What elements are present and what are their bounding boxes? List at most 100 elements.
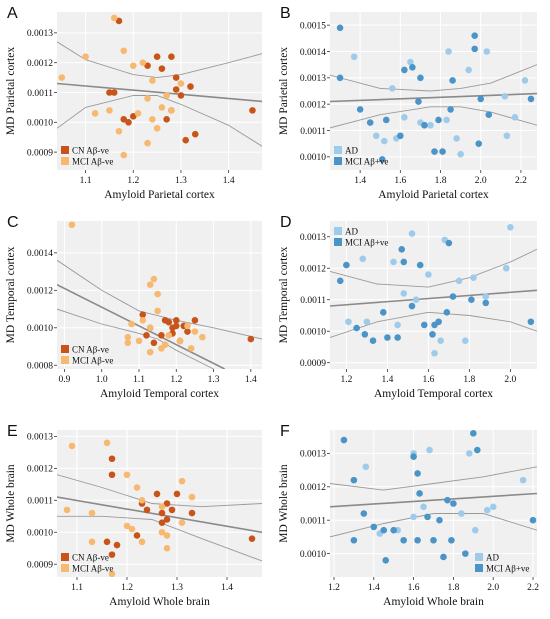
data-point	[527, 95, 535, 103]
y-tick-label: 0.0013	[300, 233, 326, 243]
data-point	[178, 519, 186, 526]
y-tick-label: 0.0010	[27, 529, 53, 539]
data-point	[165, 331, 173, 339]
y-axis-label: MD Parietal cortex	[278, 47, 290, 135]
data-point	[161, 341, 169, 348]
x-tick-label: 1.4	[223, 176, 235, 186]
data-point	[82, 53, 89, 61]
data-point	[397, 132, 404, 140]
data-point	[390, 526, 397, 534]
data-point	[356, 106, 364, 113]
legend-label: MCI Aβ+ve	[345, 238, 388, 248]
ci-upper-line	[57, 259, 262, 340]
data-point	[135, 337, 143, 345]
y-tick-label: 0.0014	[27, 249, 53, 259]
ci-lower-line	[330, 513, 537, 538]
data-point	[172, 86, 180, 93]
data-point	[168, 53, 175, 61]
data-point	[407, 58, 414, 66]
x-tick-label: 1.8	[447, 583, 459, 593]
data-point	[144, 62, 151, 69]
data-point	[429, 331, 436, 338]
data-point	[120, 151, 128, 159]
panel-e: 1.1 1.2 1.3 1.4 0.0009 0.0010 0.0011 0.0012 0.00…	[5, 423, 262, 608]
data-point	[106, 89, 113, 96]
data-point	[88, 509, 96, 517]
x-tick-label: 1.8	[435, 176, 447, 186]
x-tick-label: 1.6	[394, 176, 406, 186]
y-tick-label: 0.0009	[300, 359, 326, 369]
data-point	[124, 339, 132, 347]
legend-label: AD	[486, 553, 499, 563]
data-point	[176, 337, 184, 345]
data-point	[188, 493, 196, 501]
data-point	[187, 345, 195, 352]
data-point	[158, 503, 166, 510]
data-point	[146, 348, 154, 356]
data-point	[501, 92, 509, 100]
data-point	[468, 296, 475, 304]
regression-line	[57, 283, 226, 369]
data-point	[470, 274, 477, 281]
regression-line	[330, 289, 537, 307]
data-point	[129, 62, 137, 69]
legend-swatch	[61, 553, 69, 561]
data-point	[420, 321, 428, 329]
legend-label: MCI Aβ-ve	[72, 564, 113, 574]
y-tick-label: 0.0009	[27, 148, 53, 158]
data-point	[400, 536, 407, 544]
data-point	[408, 230, 416, 237]
panel-letter: C	[7, 214, 19, 231]
x-tick-label: 1.3	[175, 176, 187, 186]
y-tick-label: 0.0011	[27, 89, 53, 99]
y-tick-label: 0.0010	[27, 324, 53, 334]
data-point	[103, 538, 111, 546]
data-point	[128, 320, 135, 328]
data-point	[120, 116, 128, 123]
data-point	[108, 570, 116, 577]
ci-lower-line	[330, 106, 537, 129]
data-point	[143, 331, 150, 339]
data-point	[449, 77, 456, 84]
y-tick-label: 0.0014	[300, 48, 326, 58]
data-point	[445, 48, 452, 55]
y-axis-label: MD Temporal cortex	[5, 246, 17, 343]
data-point	[457, 150, 464, 158]
legend-swatch	[475, 564, 483, 572]
x-tick-label: 2.0	[504, 375, 516, 385]
data-point	[153, 53, 161, 61]
data-point	[412, 296, 420, 304]
data-point	[353, 324, 360, 332]
data-point	[410, 513, 417, 521]
data-point	[436, 516, 443, 524]
x-tick-label: 2.0	[475, 176, 487, 186]
data-point	[471, 45, 478, 53]
legend-swatch	[475, 553, 483, 561]
data-point	[462, 550, 469, 557]
y-tick-label: 0.0010	[300, 550, 326, 560]
data-point	[370, 523, 378, 531]
legend-swatch	[61, 345, 69, 353]
data-point	[410, 453, 417, 461]
plot-background	[330, 430, 537, 577]
data-point	[172, 74, 180, 81]
data-point	[416, 490, 423, 497]
ci-upper-line	[330, 248, 537, 288]
data-point	[482, 299, 490, 307]
data-point	[188, 509, 196, 517]
data-point	[191, 328, 199, 335]
x-tick-label: 2.0	[487, 583, 499, 593]
y-tick-label: 0.0013	[27, 29, 53, 39]
data-point	[453, 135, 460, 142]
data-point	[378, 156, 386, 163]
data-point	[143, 506, 151, 514]
data-point	[123, 471, 131, 479]
data-point	[431, 349, 438, 357]
data-point	[390, 258, 397, 266]
data-point	[172, 316, 180, 324]
x-axis-label: Amyloid Temporal cortex	[374, 388, 493, 400]
data-point	[389, 85, 396, 92]
data-point	[144, 139, 151, 147]
